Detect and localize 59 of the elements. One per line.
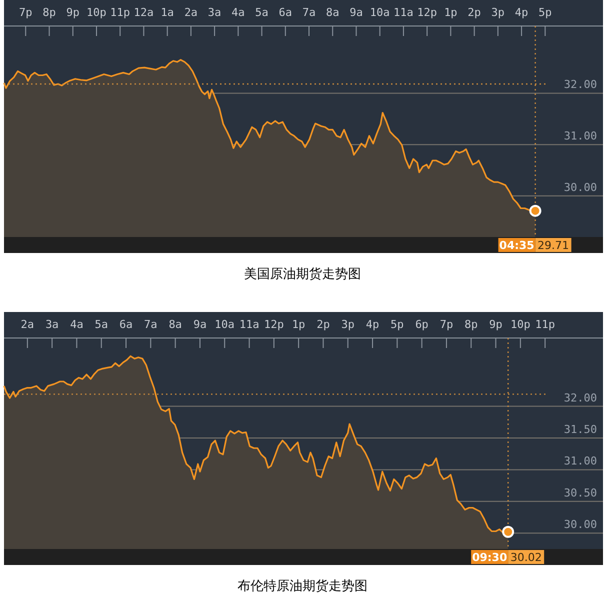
x-tick-label: 1p (444, 6, 458, 19)
y-tick-label: 32.00 (564, 391, 597, 404)
x-tick-label: 6a (278, 6, 292, 19)
x-tick-label: 1a (160, 6, 174, 19)
x-tick-label: 11p (535, 318, 556, 331)
x-tick-label: 11p (110, 6, 130, 19)
x-tick-label: 5a (255, 6, 268, 19)
x-tick-label: 1p (292, 318, 306, 331)
x-tick-label: 12p (264, 318, 284, 331)
x-tick-label: 10p (86, 6, 106, 19)
x-tick-label: 3a (45, 318, 59, 331)
x-tick-label: 3p (341, 318, 354, 331)
ref-line-label: 04:35 (499, 239, 534, 252)
x-tick-label: 12a (134, 6, 154, 19)
y-tick-label: 31.50 (564, 422, 597, 436)
x-tick-label: 9a (350, 6, 363, 19)
annotation: 30.02 (510, 551, 542, 564)
x-tick-label: 9p (489, 318, 502, 331)
y-tick-label: 32.00 (564, 78, 597, 92)
x-tick-label: 7a (302, 6, 316, 19)
x-tick-label: 4a (70, 318, 84, 331)
x-tick-label: 5p (390, 318, 404, 331)
y-tick-label: 31.00 (564, 130, 597, 143)
x-tick-label: 3p (491, 6, 505, 19)
x-tick-label: 2a (184, 6, 198, 19)
x-tick-label: 12p (417, 6, 438, 19)
text: 美国原油期货走势图 (243, 266, 362, 283)
x-tick-label: 5a (94, 318, 108, 331)
x-tick-label: 2p (468, 6, 481, 19)
text: 布伦特原油期货走势图 (236, 578, 368, 595)
y-tick-label: 30.50 (564, 486, 597, 500)
x-tick-label: 7p (19, 6, 32, 19)
x-tick-label: 11a (239, 318, 260, 331)
x-tick-label: 8a (168, 318, 182, 331)
x-tick-label: 4p (366, 318, 380, 331)
x-tick-label: 6a (119, 318, 133, 331)
y-tick-label: 30.00 (564, 518, 597, 532)
x-tick-label: 9p (66, 6, 80, 19)
x-tick-label: 2a (20, 318, 34, 331)
x-tick-label: 8p (464, 318, 478, 331)
x-tick-label: 8p (42, 6, 56, 19)
annotation: 29.71 (538, 239, 570, 252)
x-tick-label: 4a (232, 6, 245, 19)
x-tick-label: 11a (394, 6, 414, 19)
ref-line-label: 09:30 (472, 551, 508, 564)
x-tick-label: 7p (440, 318, 454, 331)
x-tick-label: 8a (326, 6, 340, 19)
x-tick-label: 5p (538, 6, 552, 19)
x-tick-label: 9a (193, 318, 207, 331)
x-tick-label: 2p (316, 318, 330, 331)
x-tick-label: 3a (208, 6, 222, 19)
x-tick-label: 6p (415, 318, 428, 331)
x-tick-label: 7a (144, 318, 158, 331)
x-tick-label: 10a (214, 318, 235, 331)
x-tick-label: 4p (514, 6, 528, 19)
x-tick-label: 10a (370, 6, 390, 19)
y-tick-label: 30.00 (564, 180, 597, 194)
x-tick-label: 10p (510, 318, 530, 331)
y-tick-label: 31.00 (564, 454, 597, 468)
